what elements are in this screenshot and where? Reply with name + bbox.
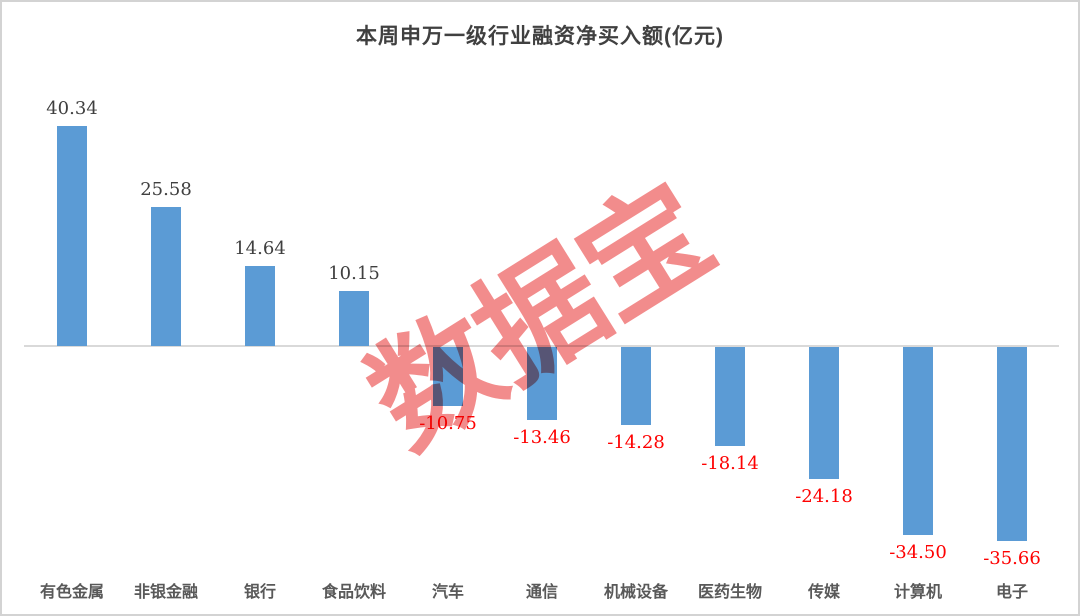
value-label: -34.50 (889, 542, 947, 563)
category-label: 电子 (995, 584, 1028, 601)
category-label: 汽车 (431, 584, 464, 601)
value-label: -35.66 (983, 548, 1041, 569)
value-label: 40.34 (46, 98, 98, 119)
category-label: 计算机 (893, 584, 942, 601)
category-label: 通信 (525, 584, 558, 601)
category-label: 机械设备 (603, 584, 668, 601)
bar-银行 (245, 266, 275, 346)
value-label: -18.14 (701, 453, 759, 474)
category-label: 食品饮料 (321, 584, 386, 601)
value-label: -14.28 (607, 432, 665, 453)
bar-传媒 (809, 347, 839, 479)
value-label: 10.15 (328, 263, 380, 284)
value-label: -10.75 (419, 413, 477, 434)
value-label: 14.64 (234, 238, 286, 259)
bar-计算机 (903, 347, 933, 535)
bar-电子 (997, 347, 1027, 541)
bar-机械设备 (621, 347, 651, 425)
category-label: 有色金属 (39, 584, 104, 601)
bar-汽车 (433, 347, 463, 406)
bar-医药生物 (715, 347, 745, 446)
zero-axis-line (24, 345, 1059, 347)
bar-非银金融 (151, 207, 181, 346)
bar-通信 (527, 347, 557, 420)
value-label: -13.46 (513, 427, 571, 448)
bar-食品饮料 (339, 291, 369, 346)
category-label: 医药生物 (697, 584, 762, 601)
bar-有色金属 (57, 126, 87, 346)
chart-title: 本周申万一级行业融资净买入额(亿元) (356, 25, 724, 48)
category-label: 银行 (243, 584, 276, 601)
value-label: -24.18 (795, 486, 853, 507)
category-label: 传媒 (807, 584, 840, 601)
value-label: 25.58 (140, 179, 192, 200)
category-label: 非银金融 (133, 584, 198, 601)
